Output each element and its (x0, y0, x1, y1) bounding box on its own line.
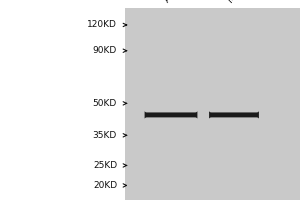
FancyBboxPatch shape (145, 111, 197, 119)
FancyBboxPatch shape (209, 111, 259, 119)
Text: 25KD: 25KD (93, 161, 117, 170)
Text: 35KD: 35KD (93, 131, 117, 140)
Text: MCF-7: MCF-7 (225, 0, 254, 4)
Text: 120KD: 120KD (87, 20, 117, 29)
Text: 20KD: 20KD (93, 181, 117, 190)
Text: 90KD: 90KD (93, 46, 117, 55)
Bar (124, 8, 300, 200)
Text: 50KD: 50KD (93, 99, 117, 108)
Text: A549: A549 (162, 0, 187, 4)
